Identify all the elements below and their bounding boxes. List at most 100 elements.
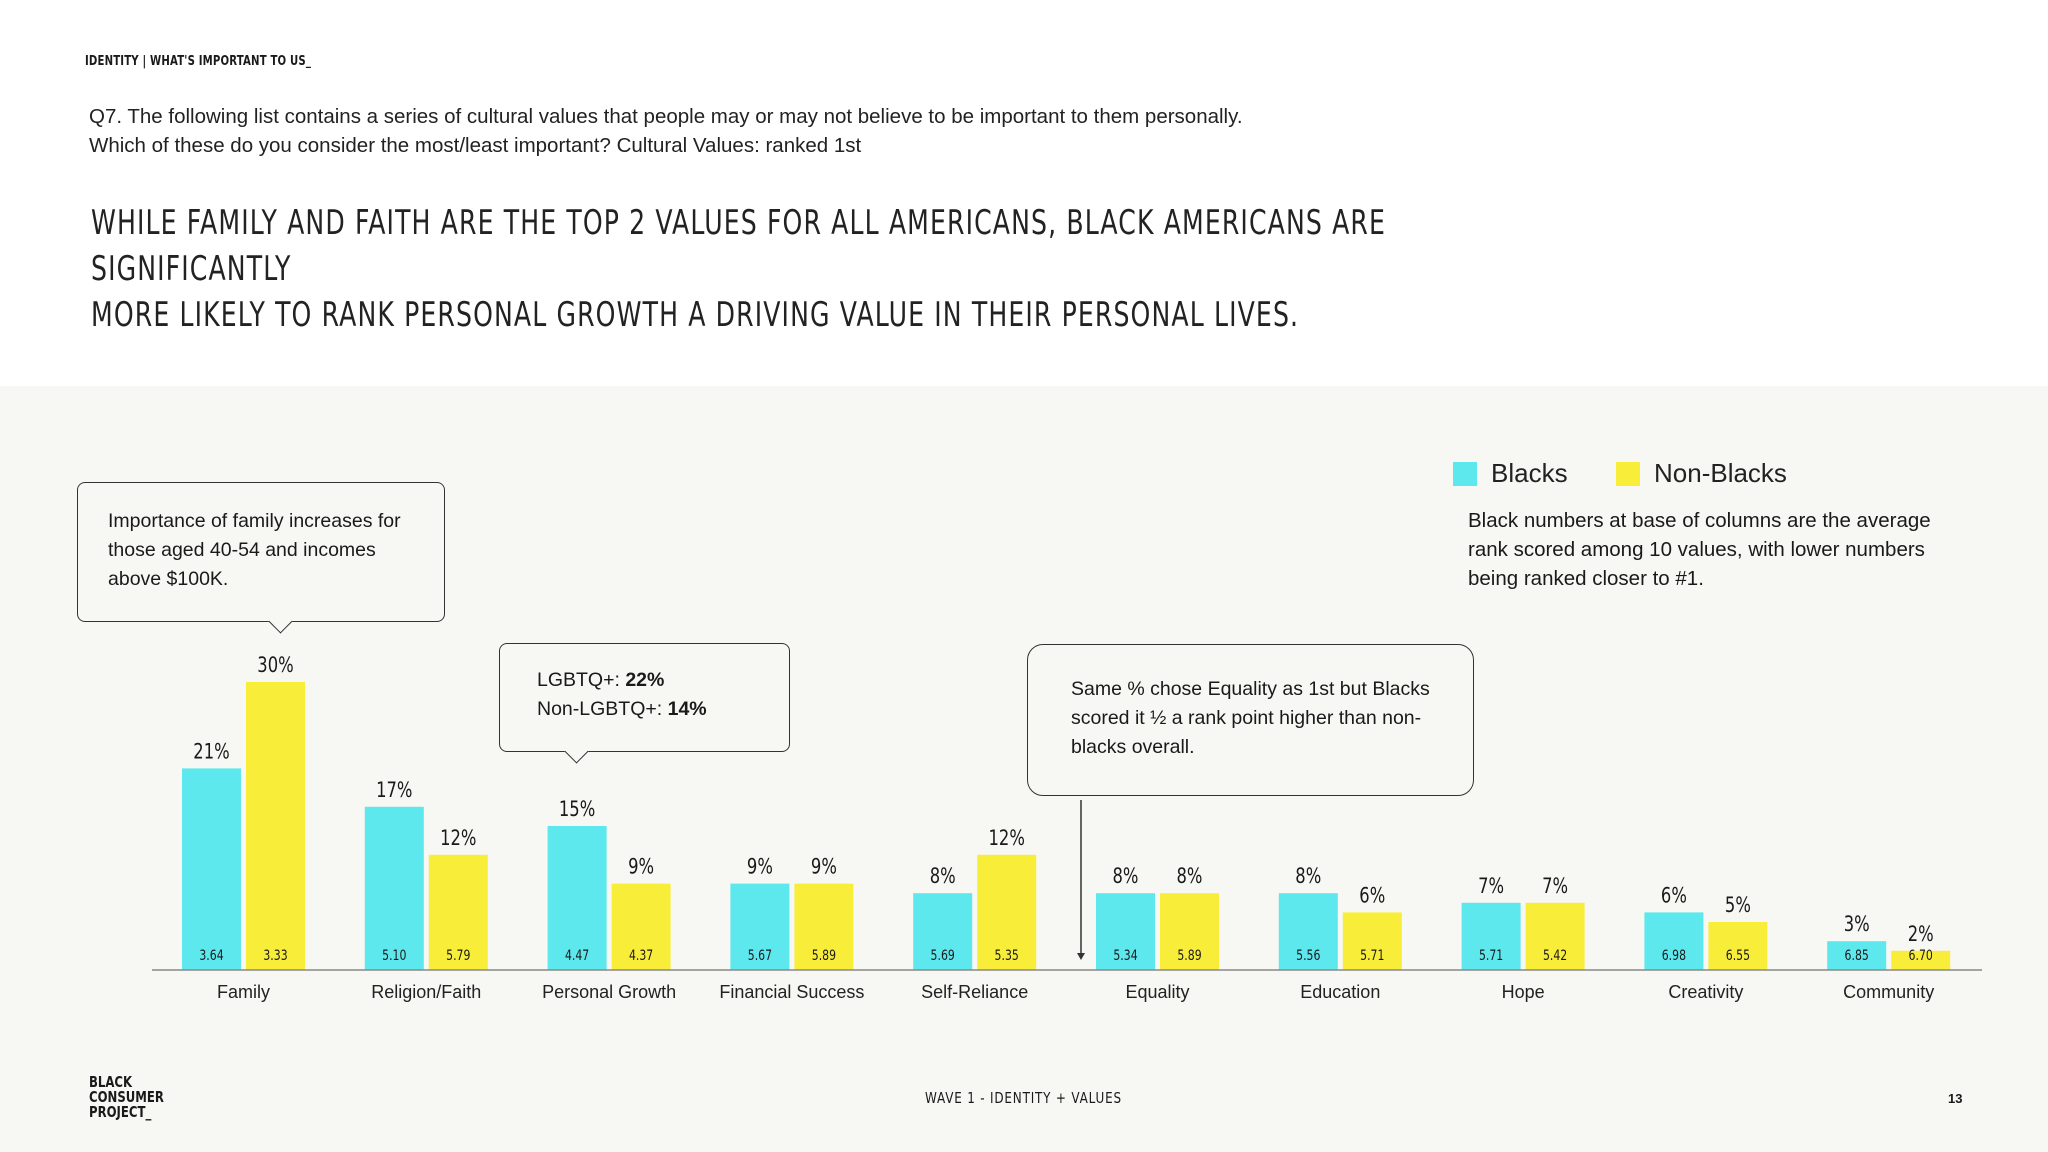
value-label: 5% bbox=[1725, 894, 1751, 917]
bar-education-non-blacks bbox=[1342, 912, 1402, 970]
value-label: 6% bbox=[1661, 885, 1687, 908]
avg-rank-label: 6.70 bbox=[1909, 947, 1933, 964]
avg-rank-label: 6.55 bbox=[1726, 947, 1750, 964]
avg-rank-label: 5.35 bbox=[995, 947, 1019, 964]
question-text: Q7. The following list contains a series… bbox=[89, 102, 1589, 160]
bar-equality-blacks bbox=[1096, 893, 1155, 970]
equality-callout: Same % chose Equality as 1st but Blacks … bbox=[1027, 644, 1474, 796]
value-label: 30% bbox=[257, 654, 293, 677]
avg-rank-label: 5.34 bbox=[1113, 947, 1137, 964]
lgbtq-value: 22% bbox=[625, 669, 665, 691]
legend-label-non-blacks: Non-Blacks bbox=[1654, 458, 1787, 488]
legend-swatch-blacks bbox=[1453, 461, 1477, 486]
value-label: 3% bbox=[1844, 913, 1870, 936]
family-callout: Importance of family increases for those… bbox=[77, 482, 445, 634]
bar-self-reliance-non-blacks bbox=[977, 854, 1037, 970]
value-label: 8% bbox=[930, 865, 956, 888]
value-label: 6% bbox=[1359, 885, 1385, 908]
value-label: 8% bbox=[1113, 865, 1139, 888]
bar-personal-growth-non-blacks bbox=[611, 883, 671, 970]
avg-rank-label: 5.71 bbox=[1360, 947, 1384, 964]
avg-rank-label: 5.89 bbox=[812, 947, 836, 964]
value-label: 9% bbox=[747, 856, 773, 879]
avg-rank-label: 5.79 bbox=[446, 947, 470, 964]
lgbtq-callout: LGBTQ+: 22% Non-LGBTQ+: 14% bbox=[499, 643, 790, 764]
value-label: 17% bbox=[376, 779, 412, 802]
bar-family-non-blacks bbox=[246, 682, 305, 970]
avg-rank-label: 6.85 bbox=[1845, 947, 1869, 964]
headline: WHILE FAMILY AND FAITH ARE THE TOP 2 VAL… bbox=[91, 200, 1497, 338]
brand-logo: BLACK CONSUMER PROJECT_ bbox=[89, 1075, 164, 1120]
avg-rank-label: 6.98 bbox=[1662, 947, 1686, 964]
category-label: Financial Success bbox=[719, 982, 864, 1002]
family-callout-text: Importance of family increases for those… bbox=[108, 510, 401, 590]
category-label: Religion/Faith bbox=[371, 982, 481, 1002]
equality-callout-text: Same % chose Equality as 1st but Blacks … bbox=[1071, 678, 1430, 758]
avg-rank-label: 4.47 bbox=[565, 947, 589, 964]
category-label: Education bbox=[1300, 982, 1380, 1002]
question-line-1: Q7. The following list contains a series… bbox=[89, 105, 1243, 128]
bar-financial-success-blacks bbox=[730, 883, 790, 970]
avg-rank-label: 3.33 bbox=[263, 947, 287, 964]
category-label: Personal Growth bbox=[542, 982, 676, 1002]
value-label: 12% bbox=[988, 827, 1024, 850]
bar-family-blacks bbox=[182, 768, 241, 970]
lgbtq-label: LGBTQ+: bbox=[537, 669, 626, 691]
lgbtq-line-2: Non-LGBTQ+: 14% bbox=[537, 695, 752, 724]
bar-financial-success-non-blacks bbox=[794, 883, 854, 970]
avg-rank-label: 5.71 bbox=[1479, 947, 1503, 964]
equality-arrow-head bbox=[1077, 953, 1085, 960]
non-lgbtq-value: 14% bbox=[667, 698, 707, 720]
category-label: Self-Reliance bbox=[921, 982, 1028, 1002]
value-label: 9% bbox=[811, 856, 837, 879]
category-label: Creativity bbox=[1668, 982, 1743, 1002]
value-label: 2% bbox=[1908, 923, 1934, 946]
value-label: 8% bbox=[1177, 865, 1203, 888]
avg-rank-label: 5.89 bbox=[1177, 947, 1201, 964]
avg-rank-label: 5.67 bbox=[748, 947, 772, 964]
avg-rank-label: 5.42 bbox=[1543, 947, 1567, 964]
legend-item-non-blacks: Non-Blacks bbox=[1616, 458, 1787, 489]
category-label: Family bbox=[217, 982, 270, 1002]
bar-religion-faith-blacks bbox=[364, 806, 424, 970]
category-label: Hope bbox=[1502, 982, 1545, 1002]
value-label: 12% bbox=[440, 827, 476, 850]
bars-layer bbox=[182, 682, 1951, 970]
headline-line-1: WHILE FAMILY AND FAITH ARE THE TOP 2 VAL… bbox=[91, 203, 1387, 289]
question-line-2: Which of these do you consider the most/… bbox=[89, 134, 862, 157]
legend-item-blacks: Blacks bbox=[1453, 458, 1568, 489]
logo-line-1: BLACK bbox=[89, 1073, 133, 1091]
avg-rank-label: 5.56 bbox=[1296, 947, 1320, 964]
value-label: 8% bbox=[1295, 865, 1321, 888]
logo-line-3: PROJECT_ bbox=[89, 1103, 152, 1121]
category-label: Community bbox=[1843, 982, 1934, 1002]
avg-rank-label: 5.69 bbox=[931, 947, 955, 964]
bar-equality-non-blacks bbox=[1160, 893, 1219, 970]
lgbtq-line-1: LGBTQ+: 22% bbox=[537, 666, 752, 695]
value-label: 9% bbox=[628, 856, 654, 879]
bar-religion-faith-non-blacks bbox=[428, 854, 488, 970]
section-label: IDENTITY | WHAT'S IMPORTANT TO US_ bbox=[85, 54, 312, 69]
bar-education-blacks bbox=[1278, 893, 1338, 970]
bar-hope-non-blacks bbox=[1525, 902, 1585, 970]
bar-personal-growth-blacks bbox=[547, 826, 607, 970]
value-label: 7% bbox=[1478, 875, 1504, 898]
bar-self-reliance-blacks bbox=[913, 893, 973, 970]
logo-line-2: CONSUMER bbox=[89, 1088, 164, 1106]
bar-creativity-non-blacks bbox=[1708, 922, 1768, 970]
legend-label-blacks: Blacks bbox=[1491, 458, 1568, 488]
headline-line-2: MORE LIKELY TO RANK PERSONAL GROWTH A DR… bbox=[91, 295, 1300, 335]
legend-note: Black numbers at base of columns are the… bbox=[1468, 509, 1931, 590]
value-label: 21% bbox=[193, 741, 229, 764]
bar-community-blacks bbox=[1827, 941, 1887, 970]
avg-rank-label: 4.37 bbox=[629, 947, 653, 964]
avg-rank-label: 5.10 bbox=[382, 947, 406, 964]
non-lgbtq-label: Non-LGBTQ+: bbox=[537, 698, 668, 720]
bar-creativity-blacks bbox=[1644, 912, 1704, 970]
avg-rank-label: 3.64 bbox=[199, 947, 223, 964]
footer-center-text: WAVE 1 - IDENTITY + VALUES bbox=[925, 1089, 1122, 1107]
value-label: 15% bbox=[559, 798, 595, 821]
category-label: Equality bbox=[1125, 982, 1189, 1002]
bar-community-non-blacks bbox=[1891, 950, 1951, 970]
